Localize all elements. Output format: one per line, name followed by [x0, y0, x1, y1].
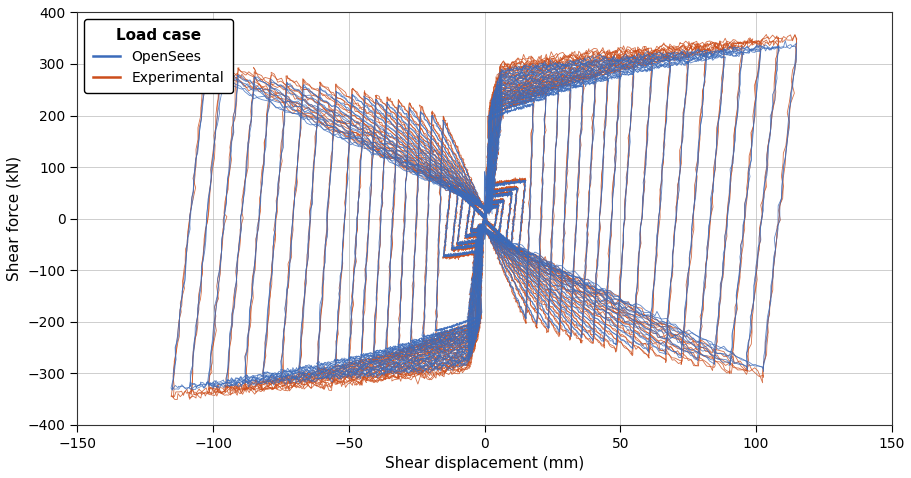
- Legend: OpenSees, Experimental: OpenSees, Experimental: [84, 20, 232, 93]
- X-axis label: Shear displacement (mm): Shear displacement (mm): [384, 456, 584, 471]
- Y-axis label: Shear force (kN): Shear force (kN): [7, 156, 22, 281]
